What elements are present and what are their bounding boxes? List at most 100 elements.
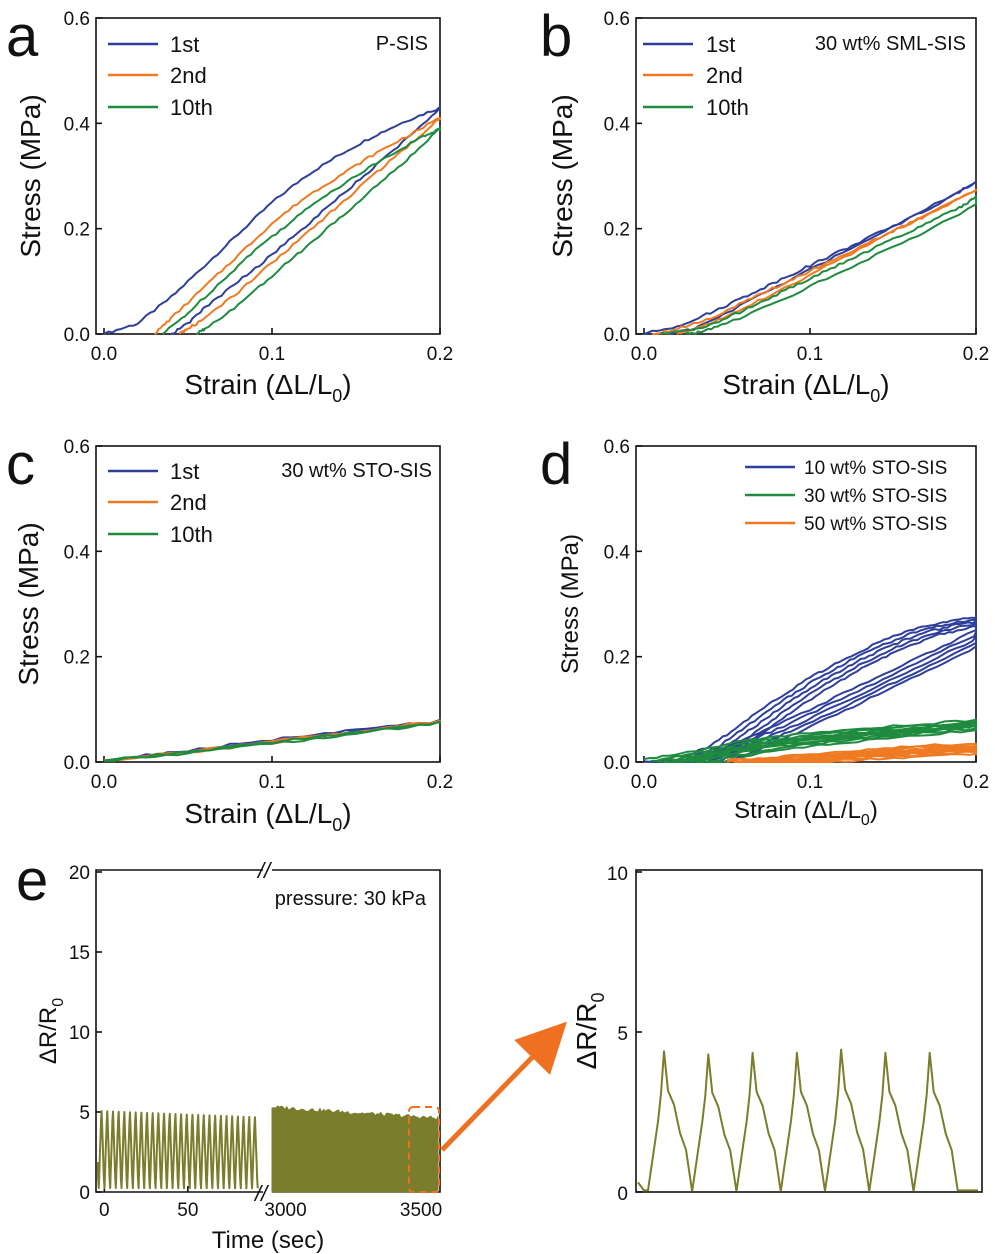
y-tick-label-ez-1: 5 [617,1024,628,1045]
y-tick-label-e-4: 20 [69,863,90,884]
x-axis-title-b-main: Strain (ΔL/L [722,369,870,400]
axis-ticks-a: 0.0 0.1 0.2 0.0 0.2 0.4 0.6 [64,9,454,365]
y-tick-label-b-1: 0.2 [604,220,630,241]
series-ez [637,1048,978,1192]
x-axis-title-c-sub: 0 [332,815,342,835]
legend-label-c-1st: 1st [170,459,199,484]
x-axis-title-b: Strain (ΔL/L0) [722,369,889,406]
axis-break-top: // [256,858,272,883]
y-tick-label-d-0: 0.0 [604,753,630,774]
y-tick-label-b-0: 0.0 [604,325,630,346]
legend-label-d-10: 10 wt% STO-SIS [804,458,947,479]
x-axis-title-e: Time (sec) [212,1227,324,1254]
y-tick-label-a-2: 0.4 [64,114,91,135]
y-tick-label-e-2: 10 [69,1023,90,1044]
series-c-2 [103,720,441,763]
legend-label-a-2nd: 2nd [170,63,207,88]
curves-ez [637,1048,978,1192]
legend-a: 1st 2nd 10th [108,32,213,120]
series-b-2 [660,195,977,335]
y-tick-label-a-1: 0.2 [64,220,90,241]
x-tick-label-c-0: 0.0 [91,772,117,793]
axis-ticks-e: 0 5 10 15 20 0 50 3000 3500 [69,863,442,1221]
y-tick-label-e-0: 0 [79,1183,90,1204]
annotation-e: pressure: 30 kPa [275,888,427,910]
y-tick-label-a-0: 0.0 [64,325,90,346]
x-axis-title-d: Strain (ΔL/L0) [734,797,878,829]
y-tick-label-c-0: 0.0 [64,753,90,774]
x-axis-title-d-sub: 0 [861,812,870,829]
x-axis-title-c-main: Strain (ΔL/L [184,798,332,829]
panel-d: d 0.0 0.1 0.2 0.0 0.2 0.4 0.6 Stress (MPa) Str… [540,432,989,829]
legend-label-b-10th: 10th [706,95,749,120]
x-tick-label-e-0-0: 0 [99,1200,110,1221]
plot-frame-a [95,17,441,335]
legend-label-d-50: 50 wt% STO-SIS [804,514,947,535]
series-a-2 [162,126,441,335]
x-axis-title-a: Strain (ΔL/L0) [184,369,351,406]
curves-d [643,616,977,763]
x-axis-title-b-sub: 0 [870,386,880,406]
x-axis-title-d-main: Strain (ΔL/L [734,797,861,824]
plot-frame-e-left [95,869,263,1193]
legend-d: 10 wt% STO-SIS 30 wt% STO-SIS 50 wt% STO… [745,458,947,535]
annotation-b: 30 wt% SML-SIS [815,33,966,55]
y-tick-label-d-3: 0.6 [604,437,630,458]
series-d-0-cycle-2 [657,618,977,763]
y-tick-label-d-1: 0.2 [604,648,630,669]
panel-letter-e: e [16,848,48,913]
x-axis-title-a-main: Strain (ΔL/L [184,369,332,400]
y-axis-title-e: ΔR/R0 [35,998,67,1064]
legend-b: 1st 2nd 10th [643,32,749,120]
y-tick-label-b-2: 0.4 [604,114,631,135]
series-a-1 [154,117,441,335]
panel-letter-d: d [540,432,572,497]
series-e-left [96,1110,259,1190]
x-axis-title-a-sub: 0 [332,386,342,406]
series-b-0 [643,180,977,335]
annotation-c: 30 wt% STO-SIS [281,460,432,482]
x-tick-label-a-1: 0.1 [259,344,285,365]
panel-a: a 0.0 0.1 0.2 0.0 0.2 0.4 0.6 Stress (MPa) Str… [6,4,453,406]
zoom-highlight-box [408,1106,440,1193]
panel-c: c 0.0 0.1 0.2 0.0 0.2 0.4 0.6 Stress (MPa) Str… [6,432,453,835]
y-axis-title-ez-main: ΔR/R [571,1003,602,1070]
x-tick-label-a-0: 0.0 [91,344,117,365]
y-axis-title-ez-sub: 0 [588,993,608,1003]
y-axis-title-e-sub: 0 [50,998,67,1007]
x-tick-label-b-1: 0.1 [797,344,823,365]
zoom-arrow [440,1021,567,1152]
axis-ticks-b: 0.0 0.1 0.2 0.0 0.2 0.4 0.6 [604,9,990,365]
curves-e [96,1105,439,1193]
x-axis-title-c-end: ) [342,798,351,829]
x-tick-label-b-0: 0.0 [631,344,657,365]
x-tick-label-d-2: 0.2 [963,772,989,793]
series-a-0 [103,105,441,335]
axis-ticks-ez: 0 5 10 [607,864,642,1205]
x-tick-label-c-1: 0.1 [259,772,285,793]
y-tick-label-ez-0: 0 [617,1184,628,1205]
panel-letter-c: c [6,432,35,497]
series-b-1 [652,189,977,335]
series-d-0-cycle-1 [650,617,977,763]
y-tick-label-a-3: 0.6 [64,9,90,30]
y-tick-label-c-1: 0.2 [64,648,90,669]
y-axis-title-a: Stress (MPa) [15,94,46,257]
legend-c: 1st 2nd 10th [108,459,213,547]
series-d-0-cycle-0 [643,616,977,763]
y-tick-label-b-3: 0.6 [604,9,630,30]
x-axis-title-d-end: ) [870,797,878,824]
x-axis-title-b-end: ) [880,369,889,400]
legend-label-b-2nd: 2nd [706,63,743,88]
legend-label-a-1st: 1st [170,32,199,57]
series-d-1-cycle-4 [670,724,977,763]
y-axis-title-c: Stress (MPa) [13,522,44,685]
x-axis-title-c: Strain (ΔL/L0) [184,798,351,835]
x-axis-title-a-end: ) [342,369,351,400]
legend-label-c-10th: 10th [170,522,213,547]
curves-a [103,105,441,335]
panel-letter-a: a [6,4,39,69]
y-axis-title-e-main: ΔR/R [35,1007,62,1064]
y-tick-label-c-2: 0.4 [64,542,91,563]
